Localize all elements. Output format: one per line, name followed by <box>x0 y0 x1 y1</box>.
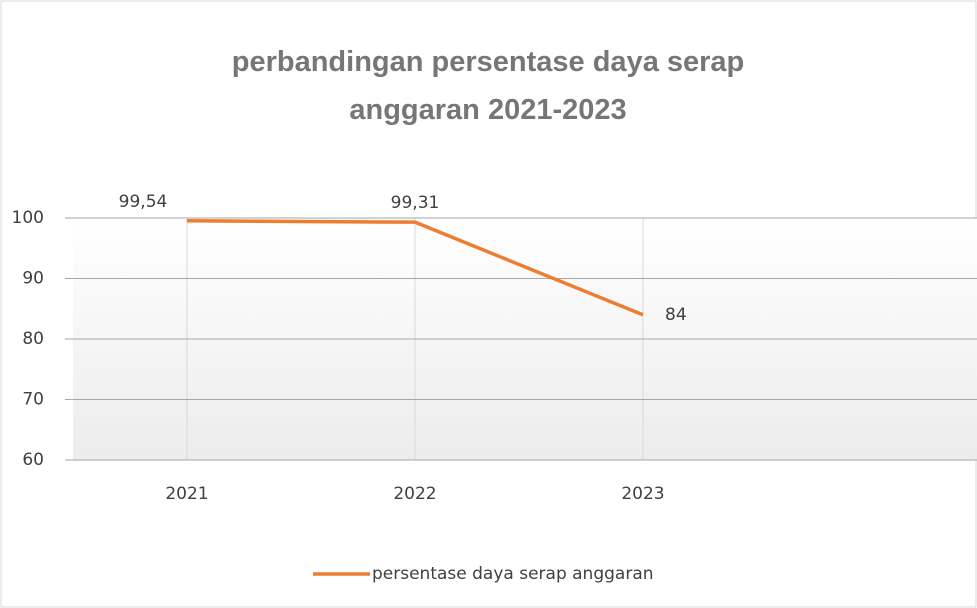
x-tick-label: 2021 <box>165 484 208 504</box>
y-tick-label: 90 <box>22 269 44 289</box>
y-tick-label: 100 <box>12 208 44 228</box>
data-label: 99,54 <box>119 192 168 212</box>
x-tick-label: 2022 <box>393 484 436 504</box>
data-label: 99,31 <box>391 193 440 213</box>
y-tick-label: 80 <box>22 329 44 349</box>
data-label: 84 <box>665 305 687 325</box>
y-tick-label: 60 <box>22 450 44 470</box>
chart-title: perbandingan persentase daya serap angga… <box>231 46 745 126</box>
x-tick-label: 2023 <box>621 484 664 504</box>
y-tick-label: 70 <box>22 390 44 410</box>
data-line <box>186 219 644 317</box>
legend-label: persentase daya serap anggaran <box>372 564 654 584</box>
